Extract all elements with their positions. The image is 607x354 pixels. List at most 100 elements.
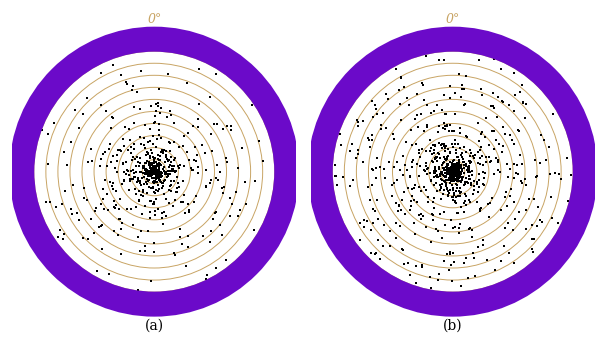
Point (501, 195, 510, 200)
Point (49, 121, 59, 126)
Point (435, 271, 444, 277)
Point (442, 171, 452, 177)
Point (148, 171, 158, 177)
Point (447, 129, 457, 134)
Point (449, 169, 458, 175)
Point (537, 219, 547, 225)
Point (133, 175, 143, 181)
Point (394, 203, 404, 209)
Point (441, 156, 450, 161)
Point (143, 167, 152, 172)
Point (449, 169, 458, 175)
Point (149, 168, 159, 174)
Point (149, 169, 159, 175)
Point (149, 171, 158, 176)
Point (409, 185, 419, 190)
Point (149, 169, 159, 175)
Point (157, 215, 167, 221)
Point (556, 176, 566, 182)
Point (445, 167, 455, 173)
Point (449, 259, 458, 265)
Point (151, 173, 161, 179)
Point (453, 173, 463, 179)
Point (429, 195, 439, 201)
Point (242, 201, 251, 207)
Point (461, 175, 471, 181)
Point (456, 283, 466, 289)
Point (149, 169, 159, 175)
Point (448, 169, 458, 175)
Point (455, 125, 465, 131)
Point (442, 185, 452, 191)
Point (497, 98, 506, 104)
Point (73, 125, 83, 131)
Point (446, 174, 455, 179)
Point (460, 192, 470, 197)
Point (126, 168, 136, 173)
Point (167, 169, 177, 174)
Point (419, 184, 429, 190)
Point (443, 156, 452, 161)
Point (416, 212, 426, 217)
Point (448, 166, 458, 172)
Point (459, 260, 469, 266)
Point (527, 223, 537, 228)
Point (138, 165, 148, 171)
Point (454, 172, 464, 178)
Point (364, 137, 374, 143)
Point (446, 170, 456, 176)
Point (149, 169, 159, 175)
Point (170, 252, 180, 257)
Point (464, 176, 474, 182)
Point (441, 181, 451, 186)
Point (443, 170, 452, 176)
Point (149, 169, 159, 175)
Point (148, 169, 157, 174)
Point (185, 157, 194, 163)
Point (432, 154, 442, 159)
Point (455, 130, 465, 136)
Point (149, 171, 159, 176)
Point (151, 169, 161, 174)
Point (478, 237, 488, 243)
Point (151, 166, 161, 171)
Point (149, 169, 159, 175)
Point (448, 169, 458, 175)
Point (44, 161, 53, 167)
Point (438, 126, 447, 131)
Point (112, 152, 122, 158)
Point (149, 169, 159, 175)
Point (164, 171, 174, 177)
Point (450, 171, 459, 177)
Point (148, 185, 158, 190)
Point (149, 169, 159, 175)
Point (459, 102, 469, 108)
Point (149, 169, 159, 174)
Point (148, 170, 157, 176)
Point (145, 165, 155, 171)
Point (448, 169, 458, 175)
Point (443, 122, 452, 128)
Point (149, 169, 159, 175)
Point (149, 169, 159, 175)
Point (469, 256, 478, 261)
Point (150, 190, 160, 196)
Point (148, 169, 157, 174)
Point (149, 170, 159, 175)
Point (387, 182, 396, 188)
Point (401, 162, 410, 167)
Point (373, 216, 383, 222)
Point (459, 201, 469, 206)
Point (149, 169, 159, 175)
Point (426, 110, 436, 115)
Point (412, 263, 421, 268)
Point (447, 170, 457, 175)
Point (474, 184, 484, 190)
Point (114, 233, 123, 238)
Point (149, 169, 159, 175)
Point (433, 228, 443, 234)
Point (446, 150, 455, 156)
Point (148, 167, 158, 173)
Point (535, 160, 545, 166)
Point (459, 209, 469, 215)
